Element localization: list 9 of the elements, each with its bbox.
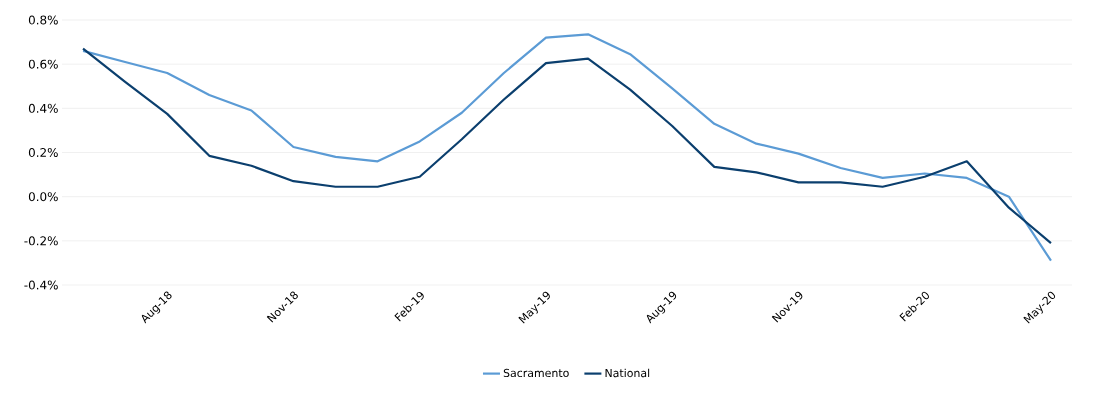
y-tick-label: 0.8% [28,15,58,25]
legend-label: Sacramento [503,368,569,378]
y-tick-label: -0.4% [24,280,58,290]
y-tick-label: 0.0% [28,192,58,202]
y-tick-label: 0.6% [28,59,58,69]
y-tick-label: 0.4% [28,103,58,113]
legend-label: National [605,368,650,378]
y-tick-label: 0.2% [28,147,58,158]
y-tick-label: -0.2% [24,236,58,246]
